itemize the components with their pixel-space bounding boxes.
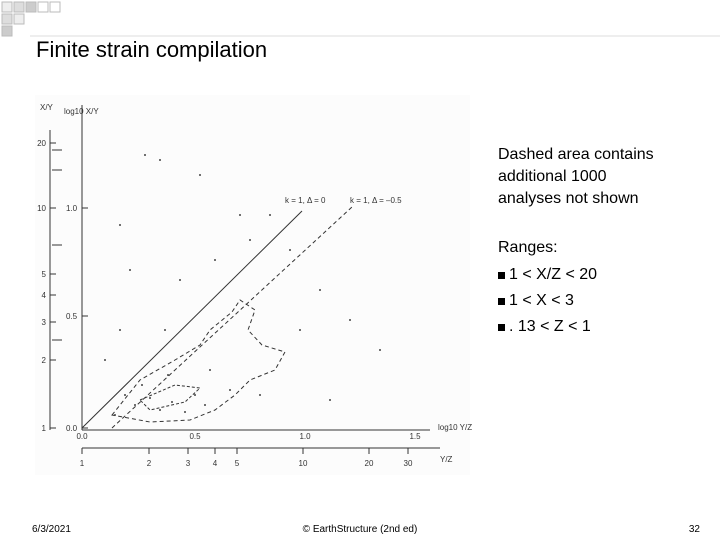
slide-title: Finite strain compilation bbox=[36, 37, 267, 62]
ratio-tick-label: 20 bbox=[365, 459, 374, 468]
inner-axis-label: log10 X/Y bbox=[64, 107, 99, 116]
note-line: additional 1000 bbox=[498, 168, 607, 185]
inner-tick-label: 0.5 bbox=[66, 312, 78, 321]
log-tick-label: 0.5 bbox=[189, 432, 201, 441]
inner-tick-label: 1.0 bbox=[66, 204, 78, 213]
figure-background bbox=[35, 95, 470, 475]
left-tick-label: 5 bbox=[42, 270, 47, 279]
bullet: . 13 < Z < 1 bbox=[509, 318, 591, 335]
left-tick-label: 10 bbox=[37, 204, 46, 213]
scatter-texture bbox=[104, 154, 381, 416]
figure: X/Y log10 X/Y 20 10 5 4 3 2 1 1.0 0.5 0.00.0 0.5 1.… bbox=[35, 95, 472, 475]
line-label: k = 1, Δ = –0.5 bbox=[350, 196, 402, 205]
ratio-tick-label: 10 bbox=[299, 459, 308, 468]
ratio-tick-label: 2 bbox=[147, 459, 152, 468]
ratio-tick-label: 5 bbox=[235, 459, 240, 468]
ratio-tick-label: 4 bbox=[213, 459, 218, 468]
left-tick-label: 20 bbox=[37, 139, 46, 148]
bottom-log-label: log10 Y/Z bbox=[438, 423, 472, 432]
log-tick-label: 0.0 bbox=[76, 432, 88, 441]
ranges-heading: Ranges: bbox=[498, 239, 558, 256]
bullet: 1 < X/Z < 20 bbox=[509, 266, 597, 283]
log-tick-label: 1.5 bbox=[409, 432, 421, 441]
note-line: analyses not shown bbox=[498, 190, 639, 207]
note-line: Dashed area contains bbox=[498, 146, 654, 163]
log-tick-label: 1.0 bbox=[299, 432, 311, 441]
left-tick-label: 4 bbox=[42, 291, 47, 300]
ratio-tick-label: 3 bbox=[186, 459, 191, 468]
bullet: 1 < X < 3 bbox=[509, 292, 574, 309]
footer-date: 6/3/2021 bbox=[32, 524, 71, 535]
page-number: 32 bbox=[689, 524, 701, 535]
left-tick-label: 1 bbox=[42, 424, 47, 433]
ratio-tick-label: 1 bbox=[80, 459, 85, 468]
left-axis-label: X/Y bbox=[40, 103, 54, 112]
left-tick-label: 2 bbox=[42, 356, 47, 365]
inner-tick-label: 0.0 bbox=[66, 424, 78, 433]
corner-decoration bbox=[1, 1, 720, 37]
notes: Dashed area contains additional 1000 ana… bbox=[498, 146, 654, 335]
line-label: k = 1, Δ = 0 bbox=[285, 196, 326, 205]
footer-credit: © EarthStructure (2nd ed) bbox=[303, 524, 418, 535]
bottom-ratio-label: Y/Z bbox=[440, 455, 453, 464]
left-tick-label: 3 bbox=[42, 318, 47, 327]
ratio-tick-label: 30 bbox=[404, 459, 413, 468]
